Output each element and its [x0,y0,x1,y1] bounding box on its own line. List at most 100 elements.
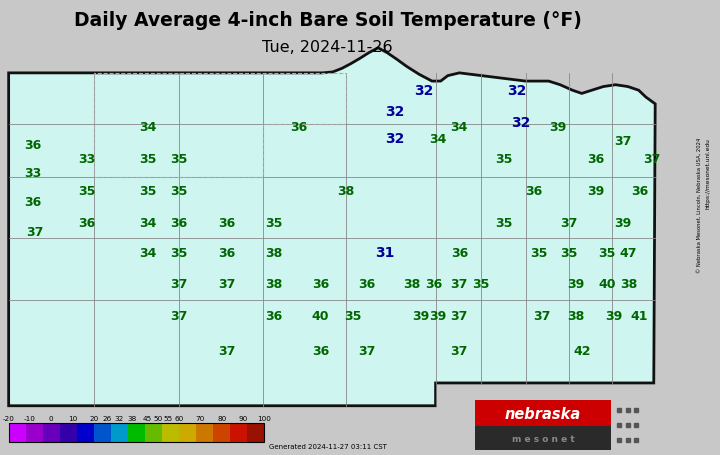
Text: 36: 36 [265,310,282,323]
Text: 36: 36 [218,217,235,229]
Text: 37: 37 [533,310,550,323]
Text: 37: 37 [451,310,468,323]
Text: 36: 36 [588,153,605,166]
Text: 35: 35 [560,246,577,259]
Text: 32: 32 [385,132,404,146]
Text: 31: 31 [376,246,395,259]
Text: 36: 36 [526,185,543,197]
Text: 35: 35 [495,153,513,166]
Text: 36: 36 [78,217,95,229]
Text: 55: 55 [163,415,173,421]
Text: 38: 38 [265,278,282,291]
Bar [9,423,264,442]
Text: 80: 80 [217,415,226,421]
Text: 47: 47 [620,246,637,259]
Text: 35: 35 [265,217,282,229]
Text: https://mesonet.unl.edu: https://mesonet.unl.edu [706,137,710,208]
Text: 90: 90 [238,415,248,421]
Text: 39: 39 [614,217,631,229]
Text: 100: 100 [257,415,271,421]
Text: 37: 37 [218,344,235,357]
Text: 26: 26 [102,415,112,421]
Text: 10: 10 [68,415,77,421]
Text: 35: 35 [170,153,187,166]
Text: 0: 0 [49,415,53,421]
Text: 50: 50 [153,415,163,421]
Text: 32: 32 [414,84,433,98]
Text: 35: 35 [78,185,95,197]
Text: 38: 38 [127,415,137,421]
Text: 34: 34 [429,132,446,145]
Bar [77,423,94,442]
Text: 32: 32 [512,116,531,130]
Bar [9,423,26,442]
Text: 37: 37 [560,217,577,229]
Text: 38: 38 [567,310,585,323]
Text: 35: 35 [472,278,490,291]
Text: 37: 37 [170,310,187,323]
Text: © Nebraska Mesonet, Lincoln, Nebraska USA, 2024: © Nebraska Mesonet, Lincoln, Nebraska US… [697,137,701,272]
Text: 36: 36 [312,344,329,357]
Bar [94,423,111,442]
Text: 20: 20 [89,415,99,421]
Text: 32: 32 [385,105,404,118]
Text: 38: 38 [337,185,354,197]
Text: 35: 35 [598,246,616,259]
Text: 70: 70 [196,415,205,421]
Text: 36: 36 [451,246,468,259]
Text: 35: 35 [170,185,187,197]
Text: 35: 35 [495,217,513,229]
Text: 35: 35 [139,153,156,166]
Text: 36: 36 [312,278,329,291]
Text: 39: 39 [429,310,446,323]
Bar [247,423,264,442]
Text: 36: 36 [426,278,443,291]
Bar [230,423,247,442]
Text: 34: 34 [139,246,156,259]
Bar [26,423,42,442]
Text: 36: 36 [24,139,41,152]
Text: 36: 36 [170,217,187,229]
Text: 33: 33 [78,153,95,166]
Text: nebraska: nebraska [505,406,581,421]
Text: 35: 35 [344,310,361,323]
Text: 41: 41 [631,310,648,323]
Text: 37: 37 [170,278,187,291]
Text: 60: 60 [174,415,184,421]
Text: Tue, 2024-11-26: Tue, 2024-11-26 [262,40,393,55]
Text: 37: 37 [451,278,468,291]
Text: Generated 2024-11-27 03:11 CST: Generated 2024-11-27 03:11 CST [269,443,387,449]
Bar [475,400,611,426]
Bar [145,423,162,442]
Text: 34: 34 [139,217,156,229]
Text: 38: 38 [265,246,282,259]
Text: -20: -20 [3,415,14,421]
Text: 37: 37 [451,344,468,357]
Bar [60,423,77,442]
Text: 36: 36 [24,196,41,209]
Text: 32: 32 [508,84,526,98]
Text: 45: 45 [143,415,152,421]
Text: Daily Average 4-inch Bare Soil Temperature (°F): Daily Average 4-inch Bare Soil Temperatu… [73,11,582,30]
Text: 36: 36 [218,246,235,259]
Text: 35: 35 [530,246,547,259]
Text: 34: 34 [139,121,156,134]
Text: 39: 39 [413,310,430,323]
Text: 39: 39 [606,310,623,323]
Text: 37: 37 [218,278,235,291]
Text: 32: 32 [114,415,124,421]
Text: 39: 39 [549,121,567,134]
Text: 37: 37 [614,135,631,147]
Text: 37: 37 [359,344,376,357]
Text: 35: 35 [170,246,187,259]
Text: -10: -10 [24,415,36,421]
Bar [111,423,128,442]
Bar [196,423,213,442]
Text: 35: 35 [139,185,156,197]
Polygon shape [9,49,655,406]
Text: 37: 37 [643,153,660,166]
Text: 39: 39 [567,278,585,291]
Bar [213,423,230,442]
Bar [162,423,179,442]
Text: 39: 39 [588,185,605,197]
